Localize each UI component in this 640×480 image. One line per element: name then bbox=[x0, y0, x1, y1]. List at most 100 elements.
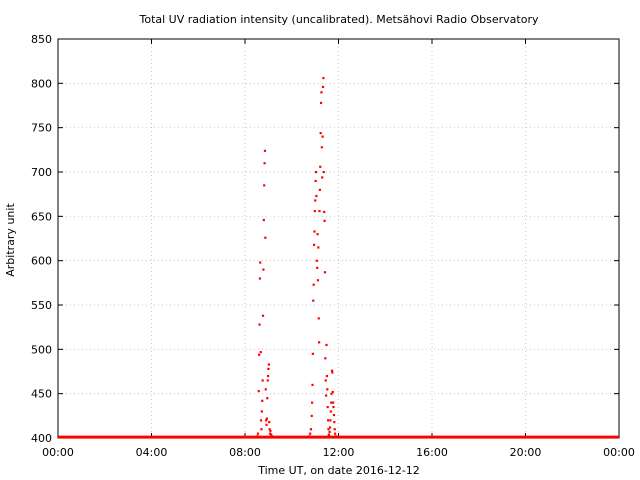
data-point bbox=[311, 352, 314, 355]
data-point bbox=[321, 135, 324, 138]
data-point bbox=[311, 401, 314, 404]
data-point bbox=[269, 429, 272, 433]
data-point bbox=[258, 277, 262, 280]
data-point bbox=[313, 230, 316, 233]
data-point bbox=[265, 419, 268, 422]
data-point bbox=[320, 91, 323, 94]
data-point bbox=[329, 419, 332, 422]
y-tick-label: 500 bbox=[31, 343, 52, 356]
data-point bbox=[319, 101, 323, 105]
data-point bbox=[330, 369, 334, 372]
data-point bbox=[321, 85, 325, 89]
x-tick-label: 12:00 bbox=[323, 446, 355, 459]
data-point bbox=[259, 350, 262, 354]
data-point bbox=[323, 219, 326, 222]
y-tick-label: 400 bbox=[31, 432, 52, 445]
data-point bbox=[260, 410, 263, 413]
data-point bbox=[315, 194, 318, 198]
data-point bbox=[319, 165, 322, 168]
data-point bbox=[261, 379, 264, 382]
data-point bbox=[263, 149, 267, 152]
data-point bbox=[263, 184, 266, 187]
data-point bbox=[333, 432, 337, 435]
data-point bbox=[257, 390, 260, 393]
plot-frame bbox=[57, 38, 620, 439]
data-point bbox=[316, 266, 319, 269]
data-point bbox=[314, 179, 317, 183]
data-point bbox=[261, 399, 264, 402]
data-point bbox=[314, 171, 318, 174]
data-point bbox=[323, 210, 326, 214]
data-point bbox=[324, 379, 327, 382]
data-point bbox=[319, 131, 322, 135]
data-point bbox=[266, 397, 269, 400]
x-tick-label: 00:00 bbox=[42, 446, 74, 459]
x-tick-label: 04:00 bbox=[136, 446, 168, 459]
data-point bbox=[308, 435, 311, 438]
data-point bbox=[326, 388, 329, 391]
y-tick-label: 600 bbox=[31, 255, 52, 268]
data-point bbox=[258, 353, 261, 356]
data-point bbox=[328, 426, 332, 429]
data-point bbox=[266, 374, 270, 378]
data-point bbox=[332, 413, 336, 417]
data-point bbox=[268, 432, 272, 435]
data-point bbox=[268, 428, 271, 431]
x-tick-label: 08:00 bbox=[229, 446, 261, 459]
data-point bbox=[330, 401, 333, 404]
y-tick-label: 650 bbox=[31, 210, 52, 223]
grid-lines bbox=[58, 39, 619, 438]
x-axis-label: Time UT, on date 2016-12-12 bbox=[257, 464, 420, 477]
data-point bbox=[314, 199, 317, 202]
data-point bbox=[270, 435, 274, 438]
y-tick-label: 700 bbox=[31, 166, 52, 179]
data-point bbox=[325, 394, 328, 397]
data-point bbox=[331, 390, 334, 394]
data-point bbox=[265, 423, 268, 426]
data-point bbox=[264, 236, 267, 239]
data-point bbox=[270, 433, 273, 436]
y-axis-label: Arbitrary unit bbox=[4, 203, 17, 277]
chart-title: Total UV radiation intensity (uncalibrat… bbox=[139, 13, 539, 26]
data-point bbox=[318, 188, 321, 191]
data-point bbox=[313, 210, 316, 213]
data-point bbox=[325, 343, 328, 347]
data-point bbox=[317, 317, 320, 320]
data-point bbox=[310, 414, 313, 418]
data-point bbox=[261, 314, 265, 317]
data-point bbox=[267, 363, 270, 366]
data-point bbox=[318, 210, 321, 213]
data-point bbox=[256, 432, 260, 435]
data-point bbox=[318, 341, 321, 344]
data-point bbox=[266, 379, 269, 382]
data-point bbox=[330, 392, 333, 395]
data-point bbox=[268, 421, 271, 424]
data-point bbox=[329, 410, 332, 413]
data-point bbox=[262, 268, 265, 271]
data-point bbox=[333, 421, 336, 424]
data-point bbox=[331, 371, 334, 374]
x-tick-label: 00:00 bbox=[603, 446, 635, 459]
y-axis: 400 450 500 550 600 650 700 750 800 850 bbox=[31, 33, 619, 445]
data-point bbox=[323, 271, 327, 274]
data-point bbox=[262, 218, 265, 222]
y-tick-label: 800 bbox=[31, 77, 52, 90]
data-point bbox=[267, 367, 270, 371]
data-point bbox=[315, 259, 318, 262]
data-point bbox=[334, 435, 337, 438]
data-point bbox=[326, 419, 330, 422]
data-point bbox=[256, 435, 259, 438]
data-point bbox=[322, 77, 325, 80]
data-point bbox=[322, 171, 325, 174]
data-point bbox=[320, 146, 323, 149]
data-point bbox=[263, 162, 266, 165]
y-tick-label: 550 bbox=[31, 299, 52, 312]
data-point bbox=[332, 405, 335, 409]
data-point bbox=[309, 432, 312, 435]
data-point bbox=[324, 357, 327, 360]
data-point bbox=[327, 433, 330, 436]
data-point bbox=[312, 299, 315, 302]
data-point bbox=[327, 428, 330, 431]
data-point bbox=[317, 246, 320, 249]
